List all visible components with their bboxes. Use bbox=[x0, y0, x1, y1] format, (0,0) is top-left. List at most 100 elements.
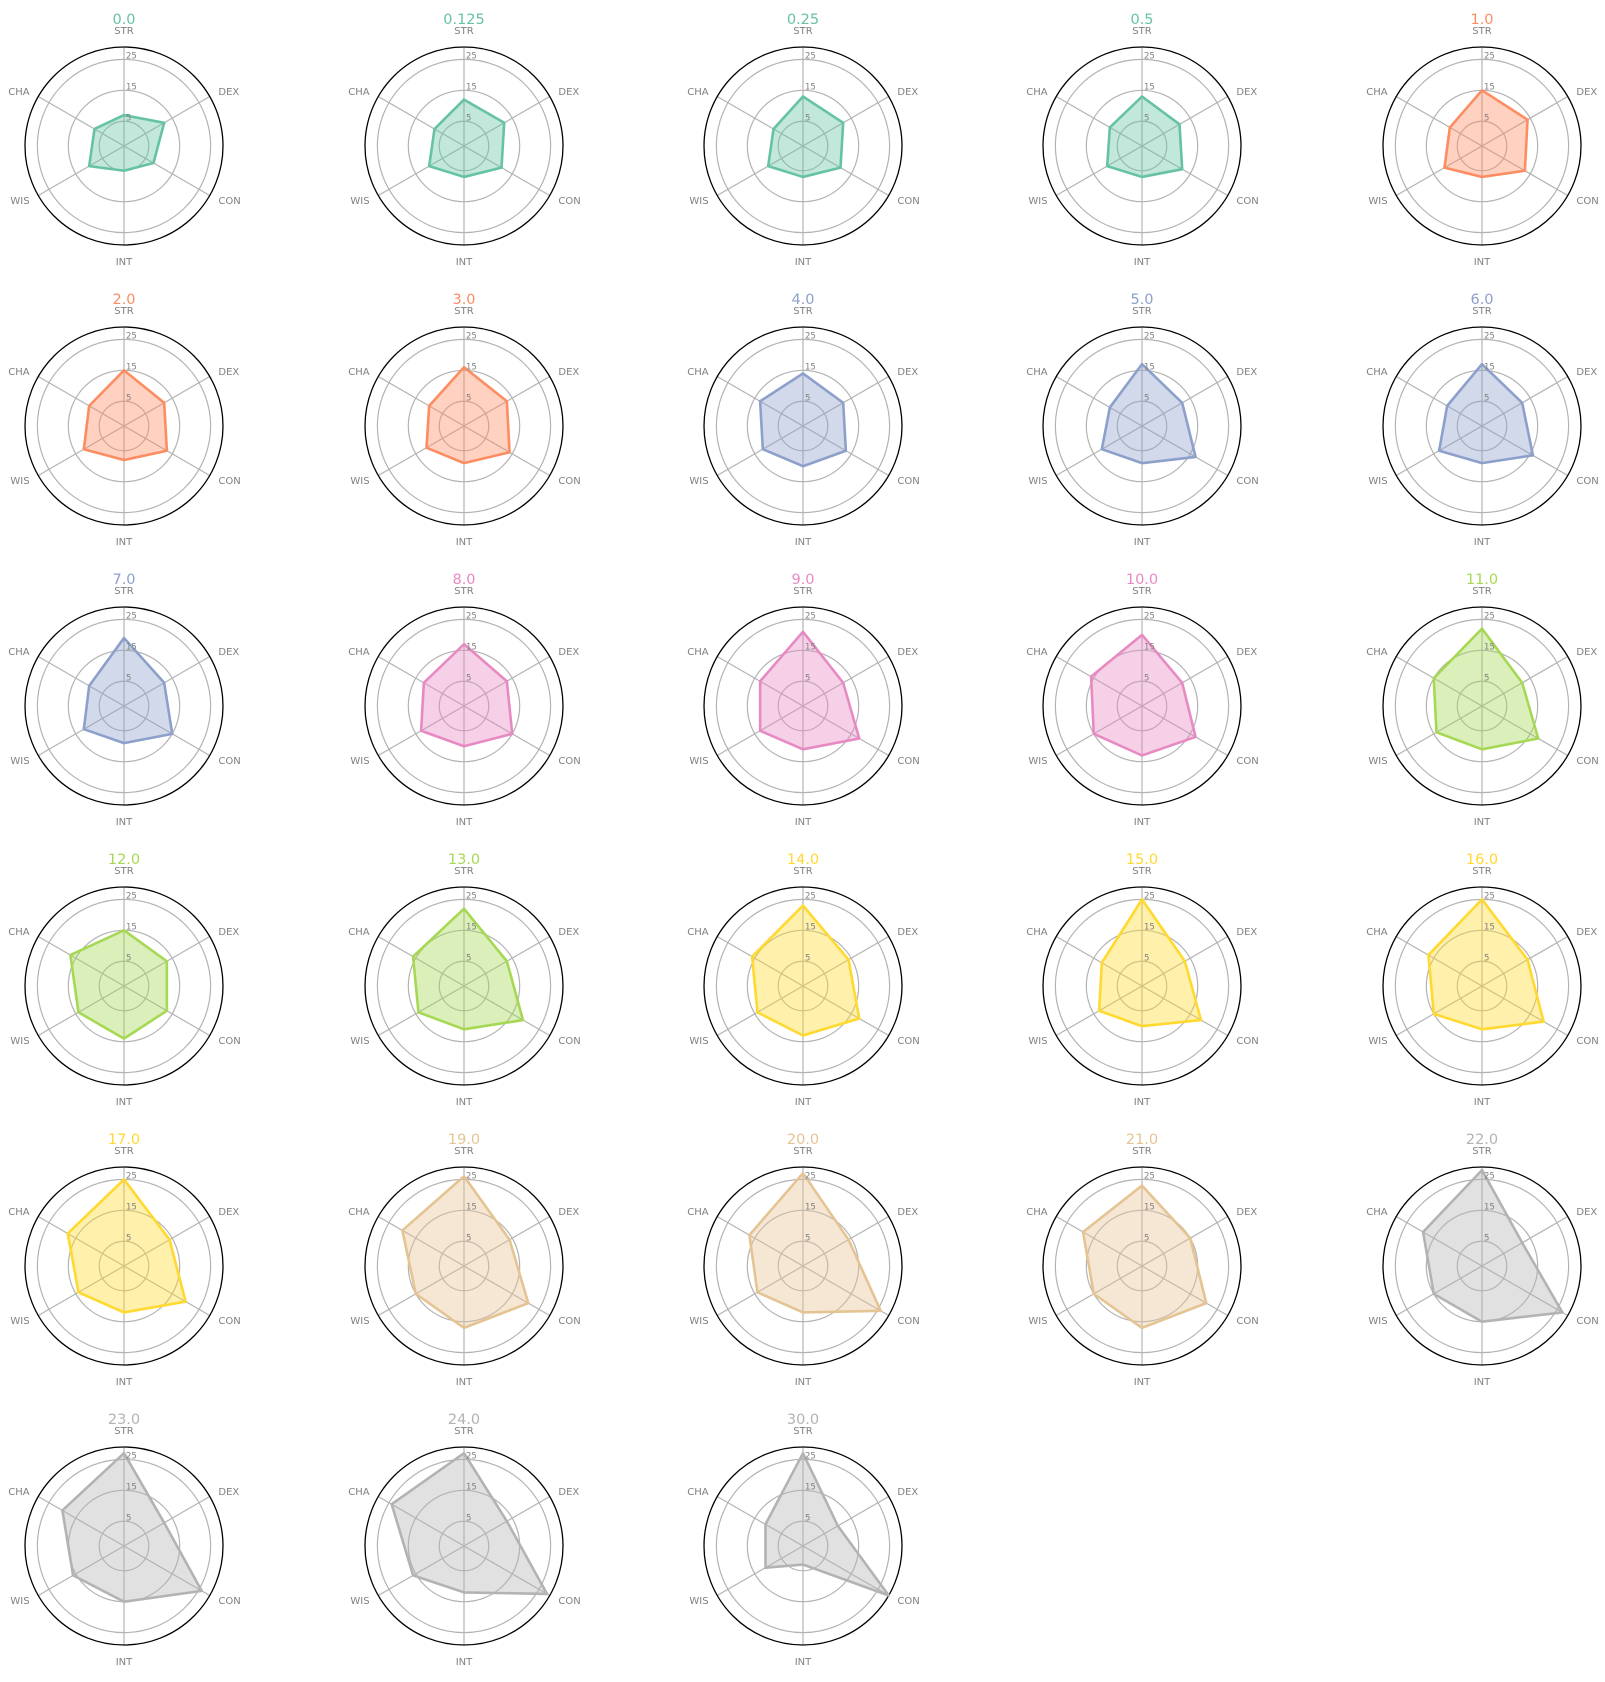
radial-tick-label: 25 bbox=[805, 331, 816, 341]
radial-tick-label: 25 bbox=[126, 1451, 137, 1461]
radial-tick-label: 25 bbox=[466, 51, 477, 61]
axis-label-str: STR bbox=[454, 1146, 473, 1157]
radial-tick-label: 15 bbox=[1144, 82, 1155, 92]
axis-label-wis: WIS bbox=[350, 1316, 369, 1327]
axis-label-con: CON bbox=[897, 1036, 919, 1047]
radial-tick-label: 5 bbox=[1144, 673, 1149, 683]
axis-spoke bbox=[123, 1265, 211, 1317]
axis-label-wis: WIS bbox=[689, 756, 708, 767]
axis-label-wis: WIS bbox=[350, 476, 369, 487]
axis-spoke bbox=[1055, 935, 1143, 987]
panel-title: 0.0 bbox=[112, 12, 135, 28]
axis-label-dex: DEX bbox=[558, 1487, 579, 1498]
radial-tick-label: 15 bbox=[805, 1202, 816, 1212]
polar-frame bbox=[1382, 1166, 1582, 1366]
series-area bbox=[752, 905, 860, 1036]
axis-label-con: CON bbox=[1576, 1316, 1598, 1327]
radar-panel: 5 15 25 STR DEX CON INT WIS CHA 14.0 bbox=[687, 852, 919, 1108]
panel-title: 12.0 bbox=[108, 852, 140, 868]
axis-spoke bbox=[1055, 145, 1143, 197]
axis-label-wis: WIS bbox=[689, 1316, 708, 1327]
axis-spoke bbox=[1395, 705, 1483, 757]
axis-label-cha: CHA bbox=[348, 87, 370, 98]
axis-spoke bbox=[377, 95, 465, 147]
radial-tick-label: 15 bbox=[805, 642, 816, 652]
series-area bbox=[421, 644, 513, 747]
axis-label-dex: DEX bbox=[1236, 927, 1257, 938]
axis-label-cha: CHA bbox=[1026, 367, 1048, 378]
panel-title: 0.25 bbox=[787, 12, 819, 28]
axis-label-int: INT bbox=[795, 1657, 812, 1668]
axis-label-int: INT bbox=[1134, 1097, 1151, 1108]
series-area bbox=[1423, 1170, 1563, 1322]
radial-tick-label: 15 bbox=[126, 1202, 137, 1212]
axis-spoke bbox=[37, 1265, 125, 1317]
axis-spoke bbox=[1481, 425, 1569, 477]
polar-frame bbox=[1382, 46, 1582, 246]
axis-label-cha: CHA bbox=[8, 927, 30, 938]
axis-label-con: CON bbox=[1576, 1036, 1598, 1047]
polar-frame bbox=[364, 606, 564, 806]
polar-frame bbox=[1042, 46, 1242, 246]
axis-label-int: INT bbox=[795, 1377, 812, 1388]
radial-tick-label: 25 bbox=[1144, 611, 1155, 621]
axis-label-int: INT bbox=[795, 537, 812, 548]
axis-label-dex: DEX bbox=[1576, 1207, 1597, 1218]
axis-label-dex: DEX bbox=[897, 927, 918, 938]
axis-spoke bbox=[716, 1495, 804, 1547]
panel-title: 14.0 bbox=[787, 852, 819, 868]
axis-label-dex: DEX bbox=[218, 647, 239, 658]
series-line bbox=[1089, 633, 1197, 757]
polar-frame bbox=[364, 326, 564, 526]
axis-label-str: STR bbox=[1472, 1146, 1491, 1157]
series-line bbox=[750, 904, 861, 1037]
radial-tick-label: 15 bbox=[1144, 642, 1155, 652]
series-area bbox=[426, 367, 510, 464]
axis-label-dex: DEX bbox=[558, 367, 579, 378]
radar-panel: 5 15 25 STR DEX CON INT WIS CHA 19.0 bbox=[348, 1132, 580, 1388]
series-area bbox=[1101, 364, 1196, 464]
axis-label-cha: CHA bbox=[8, 367, 30, 378]
polar-frame bbox=[703, 1446, 903, 1646]
radial-tick-label: 25 bbox=[126, 891, 137, 901]
radial-tick-label: 25 bbox=[1144, 1171, 1155, 1181]
radial-tick-label: 5 bbox=[1144, 113, 1149, 123]
axis-spoke bbox=[802, 655, 890, 707]
axis-label-str: STR bbox=[793, 306, 812, 317]
series-line bbox=[1437, 362, 1535, 465]
axis-spoke bbox=[716, 1265, 804, 1317]
series-line bbox=[411, 907, 525, 1031]
polar-frame bbox=[24, 46, 224, 246]
axis-label-wis: WIS bbox=[1028, 756, 1047, 767]
radial-tick-label: 5 bbox=[126, 1513, 131, 1523]
radial-tick-label: 25 bbox=[1144, 891, 1155, 901]
radial-tick-label: 25 bbox=[126, 611, 137, 621]
series-line bbox=[69, 929, 169, 1040]
axis-spoke bbox=[1141, 705, 1229, 757]
radial-tick-label: 25 bbox=[805, 1451, 816, 1461]
axis-label-wis: WIS bbox=[689, 476, 708, 487]
polar-frame bbox=[24, 1446, 224, 1646]
axis-label-int: INT bbox=[1474, 537, 1491, 548]
radial-tick-label: 25 bbox=[126, 1171, 137, 1181]
axis-spoke bbox=[377, 935, 465, 987]
polar-frame bbox=[703, 606, 903, 806]
axis-label-dex: DEX bbox=[218, 1207, 239, 1218]
panel-title: 15.0 bbox=[1126, 852, 1158, 868]
polar-frame bbox=[1382, 606, 1582, 806]
radar-panel: 5 15 25 STR DEX CON INT WIS CHA 24.0 bbox=[348, 1412, 580, 1668]
series-area bbox=[1444, 90, 1528, 177]
axis-label-str: STR bbox=[793, 1146, 812, 1157]
axis-spoke bbox=[1055, 655, 1143, 707]
radar-panel: 5 15 25 STR DEX CON INT WIS CHA 0.125 bbox=[348, 12, 580, 268]
panel-title: 5.0 bbox=[1130, 292, 1153, 308]
radar-panel: 5 15 25 STR DEX CON INT WIS CHA 0.0 bbox=[8, 12, 240, 268]
axis-spoke bbox=[1141, 1215, 1229, 1267]
radial-tick-label: 25 bbox=[126, 331, 137, 341]
axis-spoke bbox=[123, 375, 211, 427]
axis-label-con: CON bbox=[218, 1036, 240, 1047]
series-area bbox=[768, 96, 844, 177]
radial-tick-label: 5 bbox=[1484, 1233, 1489, 1243]
axis-label-dex: DEX bbox=[897, 1207, 918, 1218]
axis-label-int: INT bbox=[116, 257, 133, 268]
